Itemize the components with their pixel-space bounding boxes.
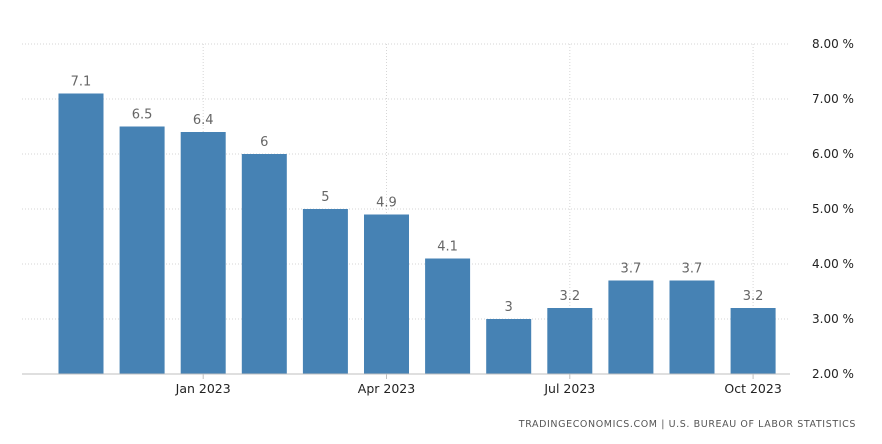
bar	[486, 319, 532, 374]
x-tick-label: Apr 2023	[358, 381, 415, 396]
bar	[302, 209, 348, 374]
bar	[608, 280, 654, 374]
data-label: 4.9	[376, 196, 397, 211]
y-tick-label: 8.00 %	[812, 37, 854, 51]
data-label: 7.1	[71, 75, 92, 90]
data-label: 3.7	[682, 262, 703, 277]
bar	[425, 258, 471, 374]
bar	[547, 308, 593, 374]
data-label: 3.2	[743, 289, 764, 304]
data-labels: 7.1 6.5 6.4 6 5 4.9 4.1 3 3.2 3.7 3.7 3.2	[71, 75, 764, 316]
y-tick-label: 7.00 %	[812, 92, 854, 106]
data-label: 6.4	[193, 113, 214, 128]
x-tick-label: Jan 2023	[175, 381, 231, 396]
bars	[58, 93, 776, 374]
y-tick-label: 3.00 %	[812, 312, 854, 326]
x-tick-label: Oct 2023	[724, 381, 781, 396]
y-tick-label: 2.00 %	[812, 367, 854, 381]
bar	[241, 154, 287, 374]
y-tick-label: 4.00 %	[812, 257, 854, 271]
bar	[58, 93, 104, 374]
data-label: 6.5	[132, 108, 153, 123]
source-credit: TRADINGECONOMICS.COM | U.S. BUREAU OF LA…	[518, 419, 856, 430]
y-axis: 2.00 % 3.00 % 4.00 % 5.00 % 6.00 % 7.00 % 8.00…	[812, 37, 854, 381]
data-label: 3.7	[621, 262, 642, 277]
bar	[364, 214, 409, 374]
y-tick-label: 5.00 %	[812, 202, 854, 216]
x-axis: Jan 2023 Apr 2023 Jul 2023 Oct 2023	[22, 373, 790, 396]
data-label: 3.2	[559, 289, 580, 304]
bar	[119, 126, 165, 374]
data-label: 4.1	[437, 240, 458, 255]
y-tick-label: 6.00 %	[812, 147, 854, 161]
bar	[669, 280, 715, 374]
data-label: 3	[505, 300, 513, 315]
bar	[730, 308, 776, 374]
data-label: 6	[260, 135, 268, 150]
data-label: 5	[321, 190, 329, 205]
x-tick-label: Jul 2023	[543, 381, 595, 396]
bar	[180, 132, 226, 374]
